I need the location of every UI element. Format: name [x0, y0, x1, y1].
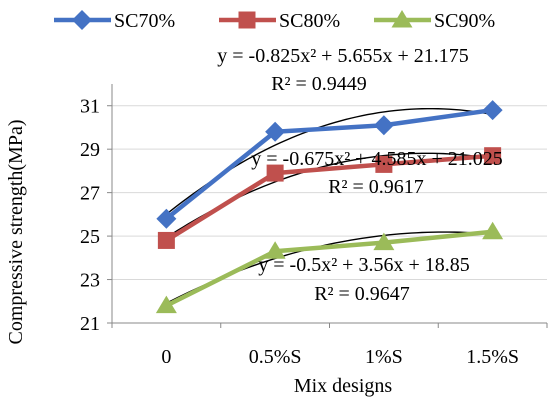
- trendline-equations: y = -0.825x² + 5.655x + 21.175 R² = 0.944…: [217, 45, 503, 305]
- x-tick-labels: 0 0.5%S 1%S 1.5%S: [161, 346, 519, 368]
- x-tick-label: 0.5%S: [249, 346, 302, 368]
- data-point-SC80%: [157, 231, 175, 249]
- series-line-SC80%: [165, 153, 493, 243]
- trendline-r-squared: R² = 0.9647: [314, 283, 410, 305]
- x-tick-label: 1.5%S: [466, 346, 519, 368]
- trendline-equation: y = -0.5x² + 3.56x + 18.85: [258, 254, 470, 276]
- gridlines: [107, 105, 548, 328]
- legend: SC70% SC80% SC90%: [54, 10, 495, 32]
- data-point-SC70%: [482, 100, 503, 121]
- x-tick-label: 0: [161, 346, 171, 368]
- series-line-SC90%: [165, 229, 493, 308]
- x-tick-label: 1%S: [365, 346, 403, 368]
- data-point-SC90%: [482, 221, 504, 240]
- y-tick-label: 25: [80, 226, 100, 248]
- data-point-SC90%: [155, 295, 177, 314]
- series-line-SC70%: [164, 107, 493, 221]
- y-tick-label: 21: [80, 313, 100, 335]
- y-tick-label: 29: [80, 139, 100, 161]
- trendline-r-squared: R² = 0.9449: [271, 73, 367, 95]
- series-group: [155, 100, 504, 314]
- legend-marker-SC80%: [238, 11, 256, 29]
- y-tick-label: 27: [80, 183, 100, 205]
- legend-label: SC80%: [279, 10, 340, 32]
- legend-label: SC90%: [434, 10, 495, 32]
- data-point-SC70%: [265, 121, 286, 142]
- data-point-SC70%: [156, 208, 177, 229]
- data-point-SC90%: [264, 241, 286, 259]
- legend-marker-SC70%: [72, 10, 92, 30]
- trendline-equation: y = -0.675x² + 4.585x + 21.025: [251, 148, 503, 170]
- y-tick-label: 31: [80, 96, 100, 118]
- data-point-SC80%: [266, 164, 284, 182]
- data-point-SC80%: [375, 155, 393, 173]
- y-tick-label: 23: [80, 270, 100, 292]
- y-tick-labels: 21 23 25 27 29 31: [80, 96, 100, 335]
- axes: [111, 84, 547, 324]
- trendline-equation: y = -0.825x² + 5.655x + 21.175: [217, 45, 469, 67]
- legend-label: SC70%: [114, 10, 175, 32]
- trendline-r-squared: R² = 0.9617: [328, 176, 424, 198]
- data-point-SC90%: [373, 232, 395, 251]
- legend-marker-SC90%: [391, 10, 413, 28]
- data-point-SC80%: [484, 147, 502, 165]
- x-axis-title: Mix designs: [294, 375, 393, 397]
- data-point-SC70%: [373, 115, 394, 136]
- y-axis-title: Compressive strength(MPa): [5, 120, 27, 345]
